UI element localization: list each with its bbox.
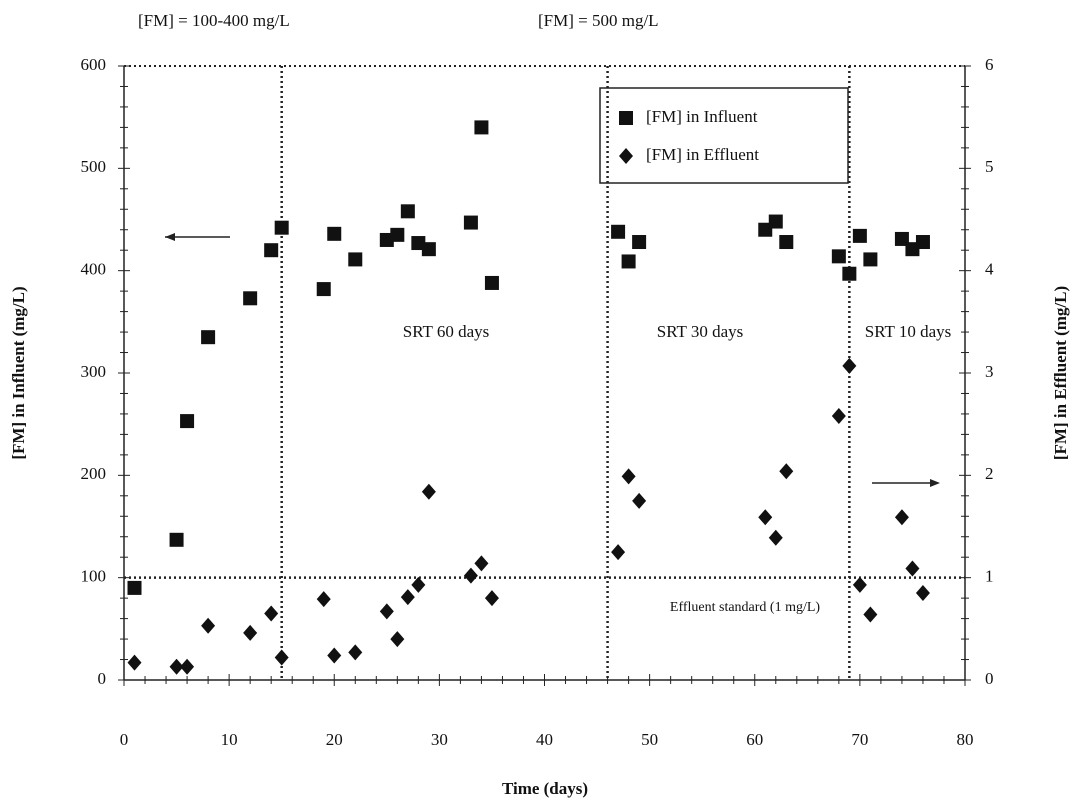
y-tick-label: 200	[81, 464, 107, 483]
point	[317, 282, 331, 296]
point	[622, 254, 636, 268]
legend	[600, 88, 848, 183]
legend-marker	[619, 111, 633, 125]
x-tick-label: 20	[326, 730, 343, 749]
point	[485, 590, 499, 606]
y-tick-label: 500	[81, 157, 107, 176]
annotation: SRT 10 days	[865, 322, 952, 341]
point	[769, 530, 783, 546]
annotation: SRT 30 days	[657, 322, 744, 341]
point	[317, 591, 331, 607]
point	[464, 216, 478, 230]
point	[895, 509, 909, 525]
point	[411, 577, 425, 593]
y2-tick-label: 5	[985, 157, 994, 176]
y-axis-title: [FM] in Influent (mg/L)	[9, 286, 28, 459]
y2-tick-label: 1	[985, 567, 994, 586]
arrow-head	[165, 233, 175, 241]
point	[401, 589, 415, 605]
point	[474, 120, 488, 134]
point	[632, 493, 646, 509]
y2-tick-label: 3	[985, 362, 994, 381]
point	[632, 235, 646, 249]
y-tick-label: 300	[81, 362, 107, 381]
point	[422, 242, 436, 256]
annotation: [FM] = 100-400 mg/L	[138, 11, 290, 30]
point	[779, 235, 793, 249]
point	[348, 252, 362, 266]
point	[863, 607, 877, 623]
x-tick-label: 10	[221, 730, 238, 749]
point	[201, 618, 215, 634]
point	[611, 225, 625, 239]
x-tick-label: 0	[120, 730, 129, 749]
point	[180, 414, 194, 428]
point	[758, 509, 772, 525]
point	[464, 568, 478, 584]
y-tick-label: 600	[81, 55, 107, 74]
y-tick-label: 400	[81, 260, 107, 279]
point	[275, 649, 289, 665]
point	[201, 330, 215, 344]
point	[485, 276, 499, 290]
x-axis-title: Time (days)	[502, 779, 588, 798]
point	[832, 408, 846, 424]
point	[327, 647, 341, 663]
point	[170, 533, 184, 547]
x-tick-label: 50	[641, 730, 658, 749]
point	[422, 484, 436, 500]
point	[842, 358, 856, 374]
legend-label: [FM] in Influent	[646, 107, 758, 126]
annotation: [FM] = 500 mg/L	[538, 11, 659, 30]
point	[622, 468, 636, 484]
x-tick-label: 70	[851, 730, 868, 749]
point	[905, 560, 919, 576]
annotation: Effluent standard (1 mg/L)	[670, 600, 821, 615]
point	[180, 659, 194, 675]
point	[264, 605, 278, 621]
y2-tick-label: 0	[985, 669, 994, 688]
point	[390, 631, 404, 647]
point	[474, 555, 488, 571]
point	[769, 215, 783, 229]
point	[348, 644, 362, 660]
y-tick-label: 0	[98, 669, 107, 688]
y2-tick-label: 4	[985, 260, 994, 279]
point	[390, 228, 404, 242]
point	[832, 249, 846, 263]
arrow-head	[930, 479, 940, 487]
point	[863, 252, 877, 266]
point	[916, 235, 930, 249]
y-tick-label: 100	[81, 567, 107, 586]
y2-tick-label: 6	[985, 55, 994, 74]
point	[327, 227, 341, 241]
point	[243, 625, 257, 641]
point	[243, 291, 257, 305]
point	[842, 267, 856, 281]
y2-tick-label: 2	[985, 464, 994, 483]
annotation: SRT 60 days	[403, 322, 490, 341]
x-tick-label: 40	[536, 730, 553, 749]
x-tick-label: 80	[957, 730, 974, 749]
point	[275, 221, 289, 235]
point	[128, 655, 142, 671]
y2-axis-title: [FM] in Effluent (mg/L)	[1051, 286, 1070, 460]
point	[916, 585, 930, 601]
point	[380, 603, 394, 619]
point	[128, 581, 142, 595]
chart: [FM] = 100-400 mg/L [FM] = 500 mg/L SRT …	[0, 0, 1072, 803]
x-tick-label: 30	[431, 730, 448, 749]
point	[611, 544, 625, 560]
point	[264, 243, 278, 257]
point	[401, 204, 415, 218]
point	[779, 463, 793, 479]
point	[853, 577, 867, 593]
x-tick-label: 60	[746, 730, 763, 749]
point	[853, 229, 867, 243]
legend-label: [FM] in Effluent	[646, 145, 759, 164]
